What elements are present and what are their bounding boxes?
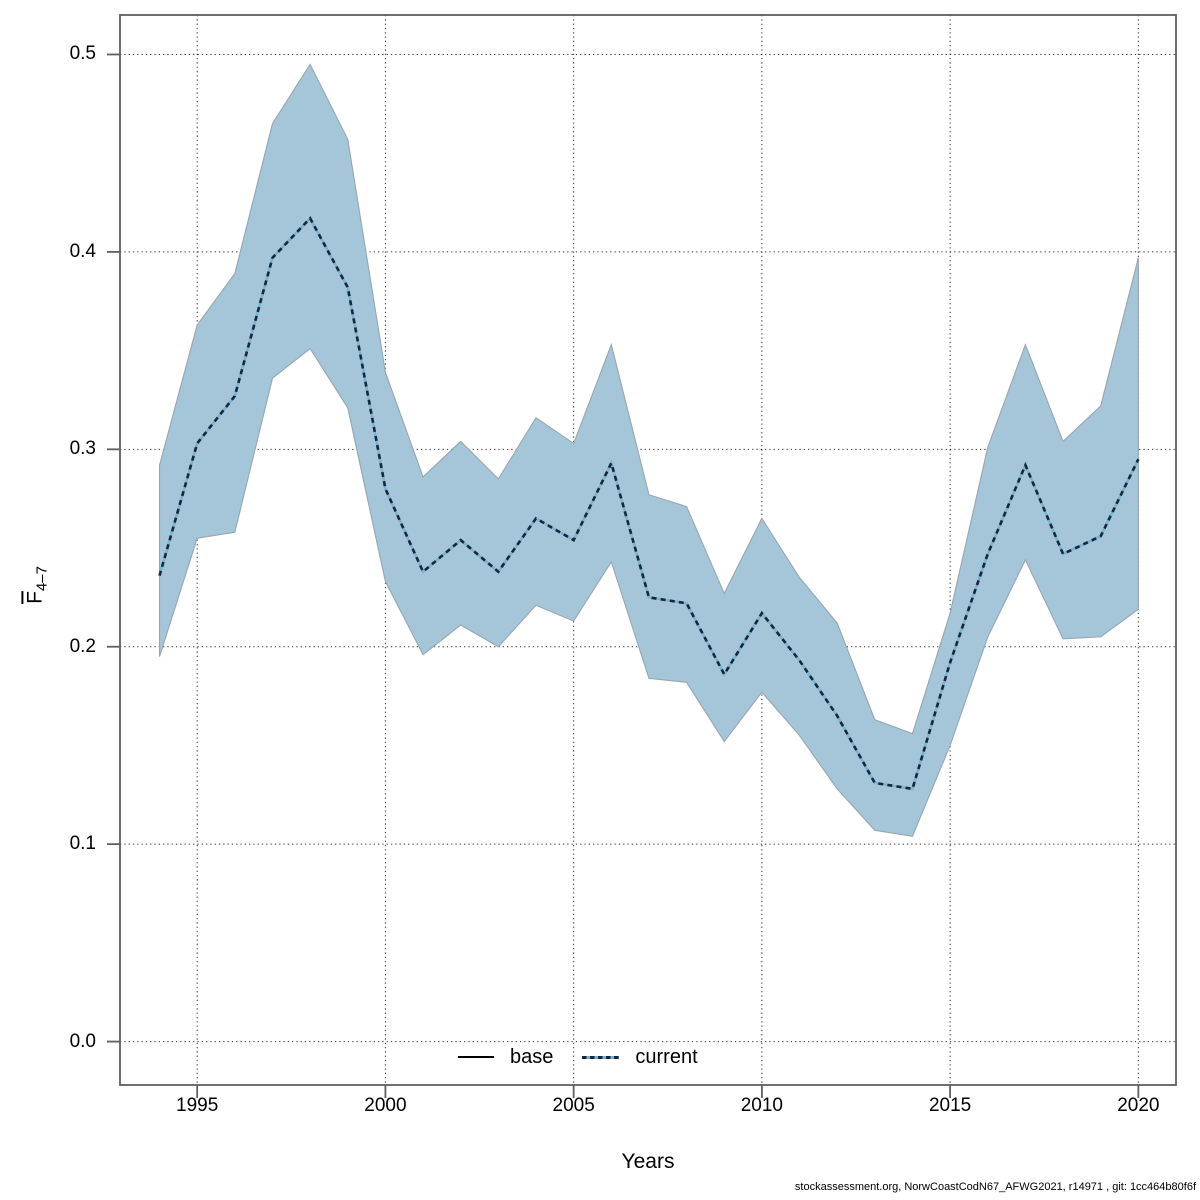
legend-current-line-swatch <box>582 1055 620 1059</box>
x-tick-label: 2010 <box>740 1095 784 1116</box>
plot-frame <box>119 14 1177 1086</box>
legend-base-label: base <box>510 1045 554 1068</box>
y-tick-label: 0.0 <box>69 1030 96 1052</box>
y-axis-title-symbol: F <box>23 591 47 604</box>
confidence-band <box>158 63 1139 837</box>
x-tick-label: 2000 <box>364 1095 407 1116</box>
current-line <box>158 216 1140 791</box>
y-axis-title: F4–7 <box>23 566 50 604</box>
x-tick-label: 2005 <box>552 1095 595 1116</box>
y-axis-title-subscript: 4–7 <box>33 566 51 592</box>
x-axis-title: Years <box>621 1150 675 1173</box>
x-tick-label: 1995 <box>176 1095 219 1116</box>
y-tick-label: 0.2 <box>69 635 96 657</box>
y-tick-label: 0.5 <box>69 43 96 65</box>
legend: base current <box>458 1044 698 1070</box>
legend-current-label: current <box>635 1045 698 1068</box>
y-tick-label: 0.3 <box>69 438 96 460</box>
legend-base-line-swatch <box>458 1056 494 1058</box>
footer-attribution: stockassessment.org, NorwCoastCodN67_AFW… <box>794 1181 1196 1193</box>
y-tick-label: 0.1 <box>69 833 96 855</box>
x-tick-label: 2015 <box>928 1095 972 1116</box>
x-tick-label: 2020 <box>1117 1095 1160 1116</box>
y-tick-label: 0.4 <box>69 240 96 262</box>
